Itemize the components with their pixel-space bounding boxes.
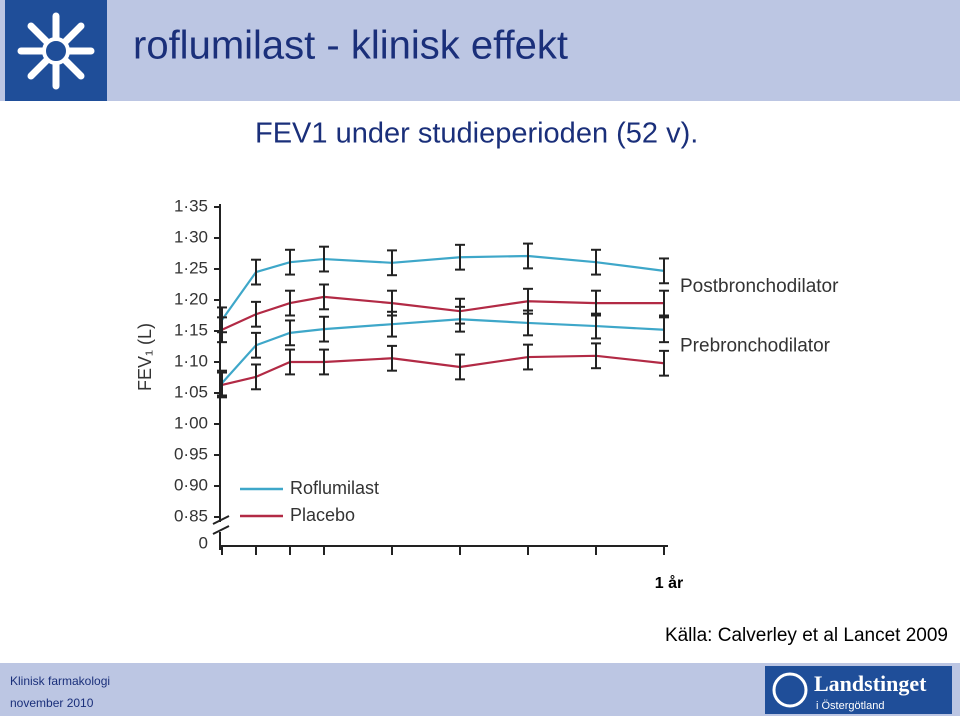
y-tick-label: 0·95 [174,444,208,463]
error-bar [523,343,533,371]
y-tick-label: 1·25 [174,258,208,277]
y-tick-label: 1·00 [174,413,208,432]
footer-logo-mark [772,672,808,708]
y-tick-label: 1·15 [174,320,208,339]
subtitle: FEV1 under studieperioden (52 v). [255,118,698,150]
error-bar [217,371,227,399]
error-bar [319,245,329,273]
error-bar [319,315,329,343]
error-bar [387,249,397,277]
error-bar [523,287,533,315]
y-tick-label: 1·20 [174,289,208,308]
error-bar [285,289,295,317]
footer-logo-region: i Östergötland [816,700,884,712]
error-bar [659,349,669,377]
chart: 0·85 0·90 0·95 1·00 1·05 1·10 1·15 1·20 1·25 1·30… [135,196,948,646]
logo-center [42,37,70,65]
legend-label: Roflumilast [290,478,379,498]
footer-date: november 2010 [10,696,94,710]
error-bar [251,300,261,328]
header-band [0,0,960,101]
y-tick-label: 1·05 [174,382,208,401]
error-bar [591,248,601,276]
error-bar [387,289,397,317]
error-bar [251,331,261,359]
footer-logo-name: Landstinget [814,671,927,696]
y-tick-label: 0·90 [174,475,208,494]
error-bar [285,248,295,276]
error-bar [455,297,465,325]
axis-break [212,515,230,525]
error-bar [251,258,261,286]
error-bar [387,344,397,372]
y-axis-label: FEV₁ (L) [135,323,155,391]
axis-break [212,525,230,535]
title: roflumilast - klinisk effekt [133,24,568,68]
error-bar [591,342,601,370]
y-tick-label: 1·10 [174,351,208,370]
error-bar [217,316,227,344]
error-bar [523,242,533,270]
error-bar [319,348,329,376]
error-bar [455,353,465,381]
error-bar [251,363,261,391]
error-bar [285,319,295,347]
source: Källa: Calverley et al Lancet 2009 [665,625,948,646]
error-bar [455,243,465,271]
y-tick-label: 0·85 [174,506,208,525]
measure-label: Postbronchodilator [680,276,839,297]
footer-department: Klinisk farmakologi [10,674,110,688]
error-bar [285,348,295,376]
error-bar [319,283,329,311]
legend-label: Placebo [290,505,355,525]
x-tick-label: 1 år [655,574,683,592]
error-bar [659,257,669,285]
error-bar [659,289,669,317]
error-bar [591,289,601,317]
measure-label: Prebronchodilator [680,336,831,357]
y-break-label: 0 [199,533,208,552]
y-tick-label: 1·30 [174,227,208,246]
error-bar [659,316,669,344]
y-tick-label: 1·35 [174,196,208,215]
